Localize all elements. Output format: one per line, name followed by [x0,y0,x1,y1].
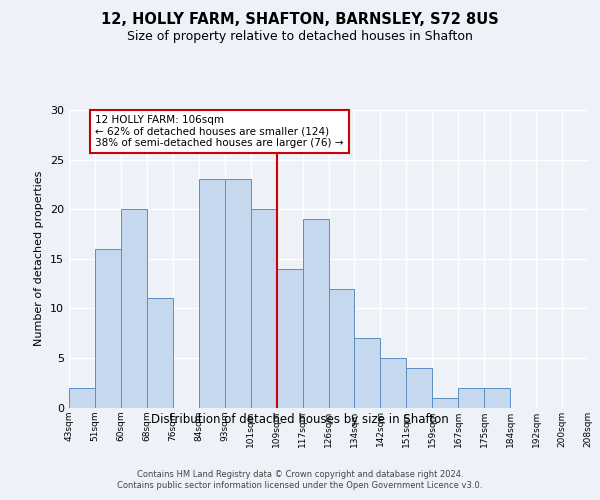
Bar [355,338,380,407]
Text: Contains public sector information licensed under the Open Government Licence v3: Contains public sector information licen… [118,481,482,490]
Text: Contains HM Land Registry data © Crown copyright and database right 2024.: Contains HM Land Registry data © Crown c… [137,470,463,479]
Bar [380,358,406,408]
Bar [302,219,329,408]
Bar [121,209,147,408]
Bar [433,398,458,407]
Bar [484,388,510,407]
Y-axis label: Number of detached properties: Number of detached properties [34,171,44,346]
Bar [95,249,121,408]
Bar [69,388,95,407]
Bar [458,388,484,407]
Text: 12 HOLLY FARM: 106sqm
← 62% of detached houses are smaller (124)
38% of semi-det: 12 HOLLY FARM: 106sqm ← 62% of detached … [95,115,343,148]
Text: Distribution of detached houses by size in Shafton: Distribution of detached houses by size … [151,412,449,426]
Bar [199,180,224,408]
Bar [225,180,251,408]
Bar [277,268,302,407]
Bar [147,298,173,408]
Bar [251,209,277,408]
Bar [406,368,432,408]
Bar [329,288,355,408]
Text: Size of property relative to detached houses in Shafton: Size of property relative to detached ho… [127,30,473,43]
Text: 12, HOLLY FARM, SHAFTON, BARNSLEY, S72 8US: 12, HOLLY FARM, SHAFTON, BARNSLEY, S72 8… [101,12,499,28]
